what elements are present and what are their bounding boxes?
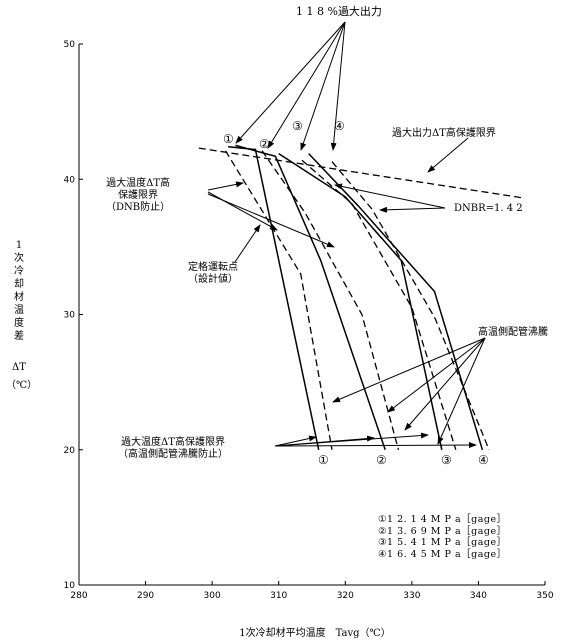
legend-entry-1: ①1 2. 1 4 M P a［gage］	[378, 514, 507, 525]
annotation-overtemp-dnb-line2: 保護限界	[118, 190, 159, 201]
annotation-arrow	[404, 337, 486, 431]
series-1-solid-line	[228, 146, 320, 450]
curves-group	[198, 144, 526, 451]
curve-label-top-1: ①	[223, 132, 234, 146]
annotation-overtemp-hot-line1: 過大温度ΔT高保護限界	[121, 437, 225, 448]
x-tick-label: 340	[470, 591, 487, 601]
curve-label-bottom-4: ④	[478, 453, 489, 467]
curve-label-top-4: ④	[334, 119, 345, 133]
annotation-arrow	[274, 432, 429, 447]
x-tick-label: 300	[204, 591, 221, 601]
annotation-overtemp-hot-leg: 過大温度ΔT高保護限界 （高温側配管沸騰防止）	[118, 437, 228, 461]
y-axis-label-char: 差	[14, 331, 24, 342]
x-tick-label: 290	[137, 591, 154, 601]
curve-label-bottom-3: ③	[441, 453, 452, 467]
annotation-arrow	[330, 21, 346, 151]
curve-label-bottom-2: ②	[376, 453, 387, 467]
axes-group: 280 290 300 310 320 330 340 350 10 20 30 40 50	[64, 40, 554, 601]
annotation-arrow	[207, 181, 244, 191]
legend-entry-3: ③1 5. 4 1 M P a［gage］	[378, 537, 507, 548]
annotation-arrow	[274, 435, 317, 447]
legend-entry-4: ④1 6. 4 5 M P a［gage］	[378, 548, 507, 560]
annotation-arrow	[207, 191, 278, 231]
series-3-dashed-line	[301, 159, 457, 450]
y-tick-label: 10	[64, 581, 76, 591]
y-axis-label-char: 冷	[14, 266, 24, 277]
curve-label-top-3: ③	[292, 119, 303, 133]
series-2-solid-line	[235, 144, 386, 451]
annotation-arrow	[332, 337, 486, 403]
x-axis-label: 1次冷却材平均温度 Tavg（℃）	[239, 628, 391, 639]
x-tick-label: 320	[337, 591, 354, 601]
legend: ①1 2. 1 4 M P a［gage］ ②1 3. 6 9 M P a［ga…	[378, 514, 507, 560]
annotation-rated-point-line2: （設計値）	[188, 274, 238, 285]
annotation-arrows	[207, 21, 486, 449]
annotation-arrow	[379, 206, 446, 213]
overpower-limit-line	[198, 147, 526, 199]
annotation-arrow	[235, 21, 346, 144]
legend-entry-2: ②1 3. 6 9 M P a［gage］	[378, 525, 507, 537]
y-axis-label-char: 材	[14, 292, 24, 303]
annotation-rated-point: 定格運転点 （設計値）	[188, 262, 238, 286]
y-axis-label-char: 温	[14, 305, 24, 316]
annotation-overtemp-dnb-line3: （DNB防止）	[106, 202, 171, 213]
y-axis-label-char: 却	[14, 279, 24, 290]
annotation-arrow	[267, 21, 346, 149]
annotation-arrow	[427, 137, 469, 173]
series-4-dashed-line	[331, 161, 490, 451]
y-tick-label: 30	[64, 311, 76, 321]
x-tick-label: 350	[536, 591, 553, 601]
annotation-dnbr: DNBR=1. 4 2	[454, 203, 523, 214]
annotation-arrow	[387, 337, 486, 413]
y-axis-label-symbol: ΔT	[12, 362, 26, 373]
series-1-dashed-line	[224, 150, 333, 450]
annotation-arrow	[437, 337, 486, 445]
annotation-arrow	[234, 224, 261, 263]
series-3-solid-line	[278, 152, 443, 450]
annotation-overtemp-hot-line2: （高温側配管沸騰防止）	[118, 449, 228, 460]
series-4-solid-line	[308, 153, 484, 451]
y-axis-label-unit: （℃）	[6, 380, 38, 391]
x-tick-label: 330	[403, 591, 420, 601]
y-tick-label: 20	[64, 446, 76, 456]
annotation-overpower-limit: 過大出力ΔT高保護限界	[392, 128, 496, 139]
curve-label-top-2: ②	[259, 137, 270, 151]
series-2-dashed-line	[261, 150, 400, 450]
y-tick-label: 40	[64, 175, 76, 185]
annotation-118-overpower: 1 1 8 %過大出力	[296, 5, 382, 18]
y-axis-label-char: 次	[14, 253, 24, 264]
x-tick-label: 310	[270, 591, 287, 601]
y-axis-label-char: 度	[14, 318, 24, 329]
annotation-rated-point-line1: 定格運転点	[188, 262, 238, 273]
annotation-hot-leg-boiling: 高温側配管沸騰	[478, 327, 548, 338]
annotation-arrow	[207, 193, 335, 248]
annotation-overtemp-dnb: 過大温度ΔT高 保護限界 （DNB防止）	[106, 178, 170, 214]
annotation-arrow	[300, 21, 346, 151]
x-tick-label: 280	[70, 591, 87, 601]
annotation-overtemp-dnb-line1: 過大温度ΔT高	[106, 178, 171, 189]
y-axis-label-char: 1	[15, 240, 23, 251]
annotation-arrow	[334, 183, 446, 209]
annotation-arrow	[274, 442, 477, 449]
y-tick-label: 50	[64, 40, 76, 50]
curve-label-bottom-1: ①	[318, 453, 329, 467]
